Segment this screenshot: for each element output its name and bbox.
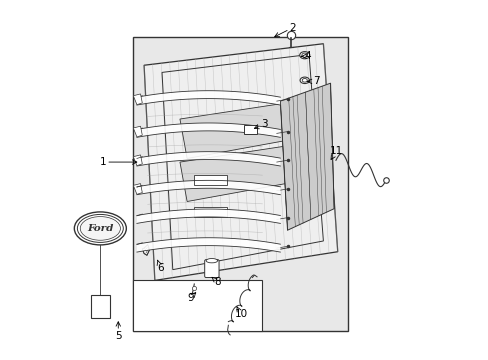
Bar (91, 295, 109, 318)
Polygon shape (280, 83, 333, 230)
Text: 10: 10 (234, 307, 247, 319)
Text: Ford: Ford (87, 224, 113, 233)
FancyBboxPatch shape (204, 260, 219, 278)
Text: 3: 3 (254, 120, 267, 129)
Polygon shape (133, 280, 262, 330)
Ellipse shape (80, 217, 120, 240)
Bar (194, 175, 226, 185)
Ellipse shape (206, 258, 217, 263)
Ellipse shape (74, 212, 126, 245)
Ellipse shape (299, 51, 309, 59)
Text: 2: 2 (274, 23, 296, 37)
Text: 7: 7 (307, 76, 319, 86)
Polygon shape (180, 144, 305, 202)
Text: 4: 4 (301, 51, 310, 61)
Polygon shape (133, 155, 142, 166)
Text: 1: 1 (100, 157, 137, 167)
Ellipse shape (302, 78, 306, 82)
Polygon shape (133, 126, 142, 137)
Polygon shape (133, 184, 142, 194)
Ellipse shape (301, 53, 307, 57)
Polygon shape (142, 244, 149, 255)
Ellipse shape (77, 215, 123, 242)
Polygon shape (133, 94, 142, 105)
Text: 9: 9 (187, 292, 195, 303)
Polygon shape (180, 101, 305, 158)
Polygon shape (144, 44, 337, 280)
Bar (133, 37, 348, 330)
Text: 11: 11 (328, 146, 342, 159)
Ellipse shape (300, 77, 309, 84)
Text: 5: 5 (115, 322, 122, 341)
Text: 6: 6 (157, 260, 163, 273)
Bar (244, 125, 257, 134)
Text: 8: 8 (212, 277, 221, 287)
Bar (194, 207, 226, 217)
